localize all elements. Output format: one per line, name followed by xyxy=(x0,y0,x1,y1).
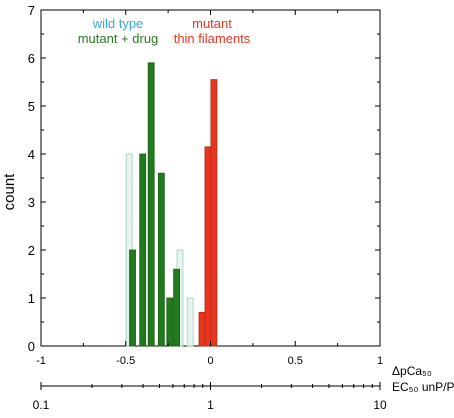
mutant-thin-filament-bars xyxy=(198,79,218,347)
x-tick-label: -0.5 xyxy=(116,355,135,367)
y-tick-label: 3 xyxy=(28,195,35,210)
mutant-drug-bar xyxy=(139,153,147,347)
mutant-drug-bar xyxy=(147,62,155,347)
y-axis-ticks: 0 1 2 3 4 5 6 7 xyxy=(28,3,380,354)
ec50-axis-label: EC₅₀ unP/P xyxy=(392,380,454,394)
mutant-drug-bar xyxy=(173,268,181,347)
mutant-bar xyxy=(210,79,218,347)
x-tick-label: 0 xyxy=(207,355,213,367)
y-tick-label: 7 xyxy=(28,3,35,18)
ec50-tick-label: 0.1 xyxy=(33,398,50,412)
ec50-tick-label: 10 xyxy=(373,398,387,412)
mutant-bar xyxy=(204,146,212,347)
ec50-axis: 0.1 1 10 xyxy=(33,382,387,412)
y-tick-label: 6 xyxy=(28,51,35,66)
legend-wild-type: wild type xyxy=(92,16,144,31)
y-tick-label: 5 xyxy=(28,99,35,114)
mutant-drug-bar xyxy=(129,249,136,347)
y-tick-label: 0 xyxy=(28,339,35,354)
x-axis-label: ΔpCa₅₀ xyxy=(392,364,432,378)
mutant-drug-bars xyxy=(129,62,181,347)
mutant-bar xyxy=(198,311,206,347)
x-tick-label: 1 xyxy=(377,355,383,367)
mutant-drug-bar xyxy=(157,172,165,347)
legend-mutant-line1: mutant xyxy=(192,16,232,31)
y-tick-label: 1 xyxy=(28,291,35,306)
wild-type-bar xyxy=(186,297,194,347)
ec50-tick-label: 1 xyxy=(207,398,214,412)
x-tick-label: -1 xyxy=(36,355,46,367)
legend-mutant-line2: thin filaments xyxy=(174,31,251,46)
y-tick-label: 4 xyxy=(28,147,35,162)
x-tick-label: 0.5 xyxy=(288,355,303,367)
mutant-drug-bar xyxy=(166,297,174,347)
y-axis-label: count xyxy=(1,173,18,211)
y-tick-label: 2 xyxy=(28,243,35,258)
legend-mutant-drug: mutant + drug xyxy=(78,31,159,46)
x-axis-ticks: -1 -0.5 0 0.5 1 xyxy=(36,10,383,367)
